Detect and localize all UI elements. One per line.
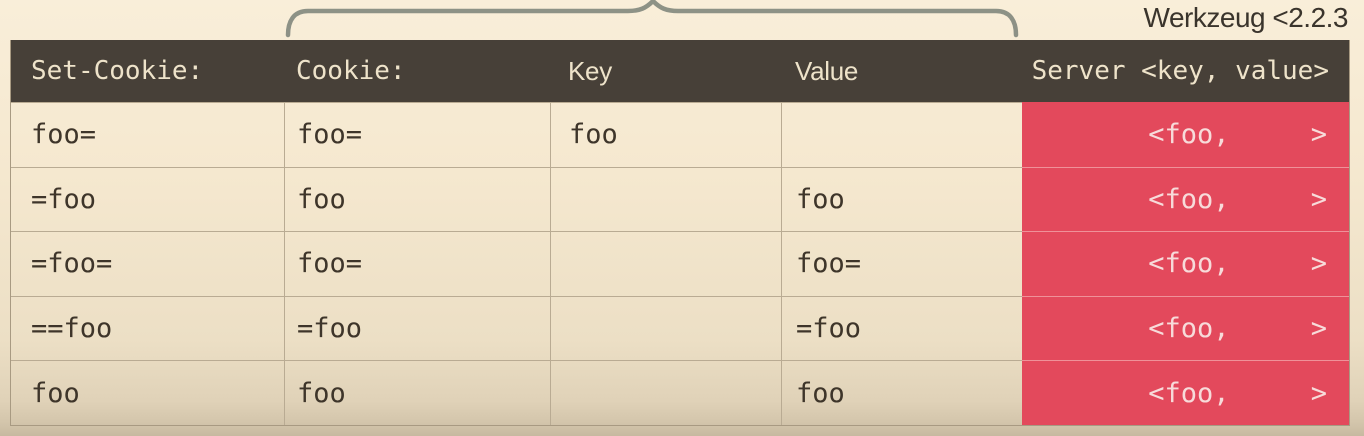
cell-server: <foo, > — [1022, 102, 1349, 167]
cell-set-cookie: =foo= — [11, 231, 284, 296]
cell-server: <foo, > — [1022, 295, 1349, 361]
cell-value — [781, 102, 1022, 167]
cookie-parsing-table: Set-Cookie: Cookie: Key Value Server <ke… — [10, 40, 1350, 426]
cell-cookie: =foo — [284, 295, 550, 361]
cell-key — [550, 166, 781, 232]
cell-cookie: foo — [284, 166, 550, 232]
cell-cookie: foo — [284, 360, 550, 425]
cell-value: foo — [781, 360, 1022, 425]
brace-icon — [285, 0, 1019, 38]
cell-set-cookie: =foo — [11, 166, 284, 232]
cell-key — [550, 231, 781, 296]
column-header-value: Value — [781, 40, 1022, 102]
cell-set-cookie: ==foo — [11, 295, 284, 361]
version-label: Werkzeug <2.2.3 — [1143, 2, 1349, 33]
cell-server: <foo, > — [1022, 360, 1349, 425]
cell-set-cookie: foo= — [11, 102, 284, 167]
column-header-server: Server <key, value> — [1022, 40, 1349, 102]
cell-cookie: foo= — [284, 102, 550, 167]
cell-server: <foo, > — [1022, 166, 1349, 232]
brace-annotation — [0, 0, 1364, 40]
cell-key — [550, 360, 781, 425]
cell-set-cookie: foo — [11, 360, 284, 425]
cell-key: foo — [550, 102, 781, 167]
column-header-key: Key — [550, 40, 781, 102]
column-header-cookie: Cookie: — [284, 40, 550, 102]
cell-server: <foo, > — [1022, 231, 1349, 296]
cell-key — [550, 295, 781, 361]
cell-cookie: foo= — [284, 231, 550, 296]
cell-value: =foo — [781, 295, 1022, 361]
cell-value: foo= — [781, 231, 1022, 296]
column-header-set-cookie: Set-Cookie: — [11, 40, 284, 102]
cell-value: foo — [781, 166, 1022, 232]
